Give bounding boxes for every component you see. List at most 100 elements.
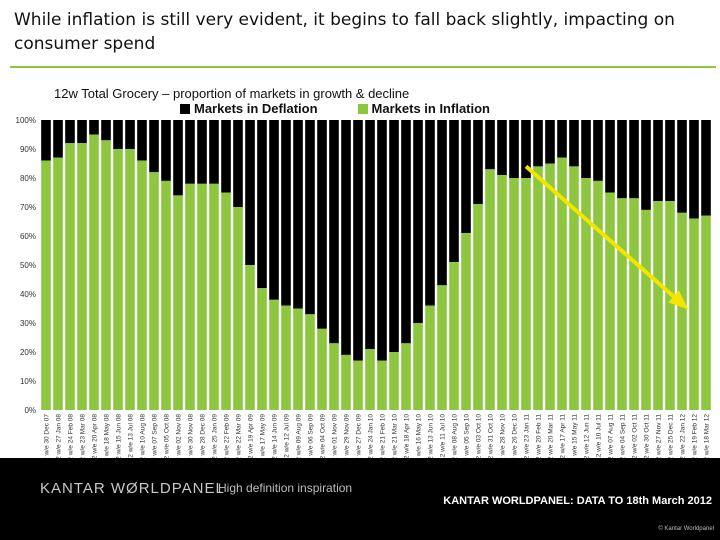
- bar-deflation: [569, 120, 579, 167]
- bar-inflation: [581, 178, 591, 410]
- x-tick-label: 12 w/e 27 Jan 08: [56, 414, 63, 458]
- bar-inflation: [641, 209, 651, 410]
- x-tick-label: 12 w/e 16 May 10: [416, 414, 423, 458]
- bar-deflation: [317, 120, 327, 329]
- bar-inflation: [113, 149, 123, 410]
- bar-deflation: [365, 120, 375, 350]
- bar-deflation: [485, 120, 495, 170]
- x-tick-label: 12 w/e 30 Oct 11: [644, 414, 651, 458]
- bar-deflation: [689, 120, 699, 219]
- bar-deflation: [593, 120, 603, 181]
- x-tick-label: 12 w/e 29 Nov 09: [344, 414, 351, 458]
- bar-deflation: [653, 120, 663, 202]
- bar-inflation: [425, 305, 435, 410]
- kantar-logo: KANTAR WØRLDPANEL: [40, 480, 225, 497]
- x-tick-label: 12 w/e 04 Sep 11: [620, 414, 627, 458]
- bar-deflation: [413, 120, 423, 323]
- bar-inflation: [137, 160, 147, 410]
- bar-deflation: [77, 120, 87, 144]
- bar-deflation: [389, 120, 399, 352]
- bar-deflation: [449, 120, 459, 263]
- x-tick-label: 12 w/e 25 Dec 11: [668, 414, 675, 458]
- x-tick-label: 12 w/e 17 May 09: [260, 414, 267, 458]
- bar-deflation: [41, 120, 51, 161]
- logo-tagline: High definition inspiration: [218, 481, 353, 495]
- bar-deflation: [425, 120, 435, 306]
- bar-deflation: [641, 120, 651, 210]
- bar-deflation: [53, 120, 63, 158]
- legend-swatch-deflation: [180, 103, 190, 114]
- bar-inflation: [557, 157, 567, 410]
- x-tick-label: 12 w/e 24 Feb 08: [68, 414, 75, 458]
- copyright: © Kantar Worldpanel: [658, 526, 714, 532]
- bar-deflation: [461, 120, 471, 234]
- bar-inflation: [545, 163, 555, 410]
- bar-inflation: [449, 262, 459, 410]
- bar-deflation: [533, 120, 543, 167]
- bar-inflation: [197, 183, 207, 410]
- bar-inflation: [677, 212, 687, 410]
- x-tick-label: 12 w/e 03 Oct 10: [476, 414, 483, 458]
- bar-inflation: [65, 143, 75, 410]
- bar-inflation: [161, 180, 171, 410]
- bar-deflation: [437, 120, 447, 286]
- chart-legend: Markets in Deflation Markets in Inflatio…: [180, 101, 490, 116]
- bar-inflation: [305, 314, 315, 410]
- bar-deflation: [509, 120, 519, 178]
- y-tick-label: 100%: [16, 116, 36, 125]
- footer-bar: KANTAR WØRLDPANEL High definition inspir…: [0, 458, 720, 540]
- legend-item-inflation: Markets in Inflation: [357, 101, 490, 116]
- x-tick-label: 12 w/e 28 Nov 10: [500, 414, 507, 458]
- x-tick-label: 12 w/e 28 Dec 08: [200, 414, 207, 458]
- y-tick-label: 20%: [20, 348, 36, 357]
- x-tick-label: 12 w/e 07 Aug 11: [608, 414, 615, 458]
- x-tick-label: 12 w/e 20 Apr 08: [92, 414, 99, 458]
- x-tick-label: 12 w/e 09 Aug 09: [296, 414, 303, 458]
- x-tick-label: 12 w/e 15 Jun 08: [116, 414, 123, 458]
- bar-deflation: [137, 120, 147, 161]
- bar-inflation: [365, 349, 375, 410]
- x-tick-label: 12 w/e 13 Jul 08: [128, 414, 135, 458]
- bar-deflation: [605, 120, 615, 193]
- y-tick-label: 0%: [24, 406, 36, 415]
- bar-deflation: [161, 120, 171, 181]
- bar-inflation: [653, 201, 663, 410]
- bar-inflation: [257, 288, 267, 410]
- trend-arrow-head: [668, 290, 689, 310]
- x-tick-label: 12 w/e 25 Jan 09: [212, 414, 219, 458]
- y-tick-label: 30%: [20, 319, 36, 328]
- bar-deflation: [353, 120, 363, 361]
- bar-deflation: [701, 120, 711, 216]
- bar-deflation: [617, 120, 627, 199]
- bar-inflation: [569, 166, 579, 410]
- bar-deflation: [101, 120, 111, 141]
- bar-deflation: [545, 120, 555, 164]
- bar-deflation: [329, 120, 339, 344]
- bar-inflation: [245, 265, 255, 410]
- bar-deflation: [305, 120, 315, 315]
- y-tick-label: 70%: [20, 203, 36, 212]
- x-tick-label: 12 w/e 30 Dec 07: [44, 414, 51, 458]
- x-tick-label: 12 w/e 19 Feb 12: [692, 414, 699, 458]
- x-tick-label: 12 w/e 20 Mar 11: [548, 414, 555, 458]
- bar-inflation: [317, 328, 327, 410]
- bar-inflation: [593, 180, 603, 410]
- y-tick-label: 40%: [20, 290, 36, 299]
- x-tick-label: 12 w/e 05 Sep 10: [464, 414, 471, 458]
- x-tick-label: 12 w/e 22 Mar 09: [236, 414, 243, 458]
- bar-deflation: [185, 120, 195, 184]
- bar-inflation: [221, 192, 231, 410]
- x-tick-label: 12 w/e 18 Mar 12: [704, 414, 711, 458]
- bar-deflation: [377, 120, 387, 361]
- y-tick-label: 50%: [20, 261, 36, 270]
- bar-inflation: [629, 198, 639, 410]
- bar-inflation: [521, 178, 531, 410]
- bar-inflation: [533, 166, 543, 410]
- legend-swatch-inflation: [357, 103, 368, 114]
- bar-inflation: [473, 204, 483, 410]
- page-headline: While inflation is still very evident, i…: [14, 10, 675, 54]
- bar-deflation: [665, 120, 675, 202]
- x-tick-label: 12 w/e 22 Feb 09: [224, 414, 231, 458]
- x-tick-label: 12 w/e 12 Jul 09: [284, 414, 291, 458]
- bar-inflation: [701, 215, 711, 410]
